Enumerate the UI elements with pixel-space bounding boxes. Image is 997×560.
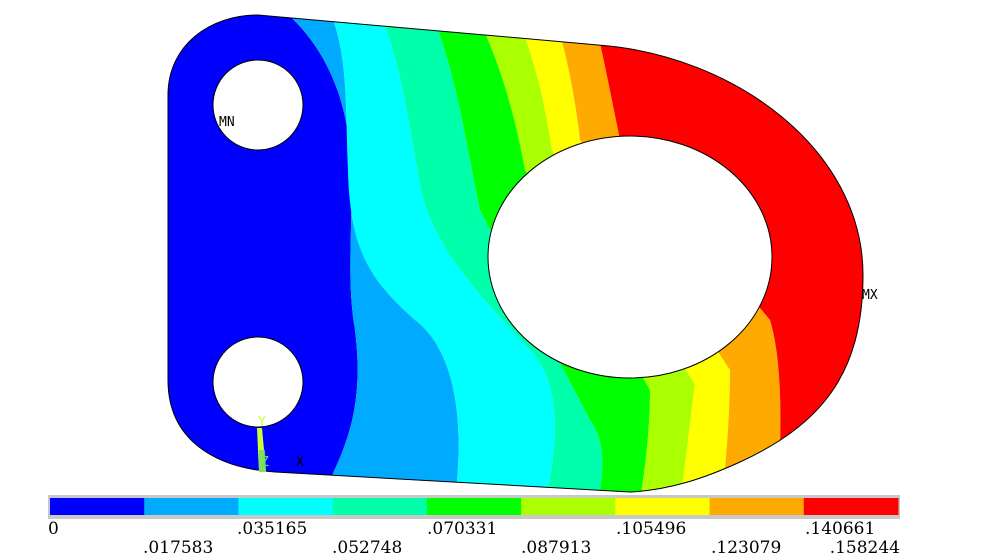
lower-small-hole: [212, 336, 304, 428]
contour-legend: 0 .035165 .070331 .105496 .140661 .01758…: [48, 495, 900, 558]
legend-swatch: [615, 498, 711, 515]
upper-small-hole: [212, 59, 304, 151]
legend-top-label: .035165: [237, 519, 307, 539]
bracket-part: [167, 14, 864, 493]
legend-swatch: [50, 498, 145, 515]
band-2: [270, 15, 459, 492]
legend-swatch: [803, 498, 899, 515]
max-marker-label: MX: [862, 288, 878, 303]
triad-y-label: Y: [258, 415, 266, 430]
coordinate-triad: Y Z X: [257, 415, 304, 472]
legend-bottom-label: .087913: [521, 538, 591, 558]
legend-swatch: [144, 498, 239, 515]
legend-top-label: .070331: [427, 519, 497, 539]
legend-swatch: [709, 498, 805, 515]
triad-z-label: Z: [261, 455, 269, 470]
legend-top-label: .105496: [616, 519, 686, 539]
large-hole: [487, 135, 773, 379]
min-marker-label: MN: [219, 115, 235, 130]
legend-top-label: 0: [48, 519, 59, 539]
band-3: [325, 15, 555, 492]
part-outline: [167, 14, 864, 493]
legend-swatch: [426, 498, 522, 515]
triad-z-axis: [259, 450, 266, 472]
legend-swatch: [332, 498, 428, 515]
legend-swatch: [238, 498, 334, 515]
legend-bottom-label: .158244: [830, 538, 900, 558]
legend-top-label: .140661: [805, 519, 875, 539]
legend-bottom-label: .052748: [332, 538, 402, 558]
legend-bottom-label: .017583: [143, 538, 213, 558]
band-1: [168, 15, 358, 492]
legend-bottom-label: .123079: [711, 538, 781, 558]
triad-x-label: X: [296, 455, 304, 470]
legend-swatch: [521, 498, 616, 515]
